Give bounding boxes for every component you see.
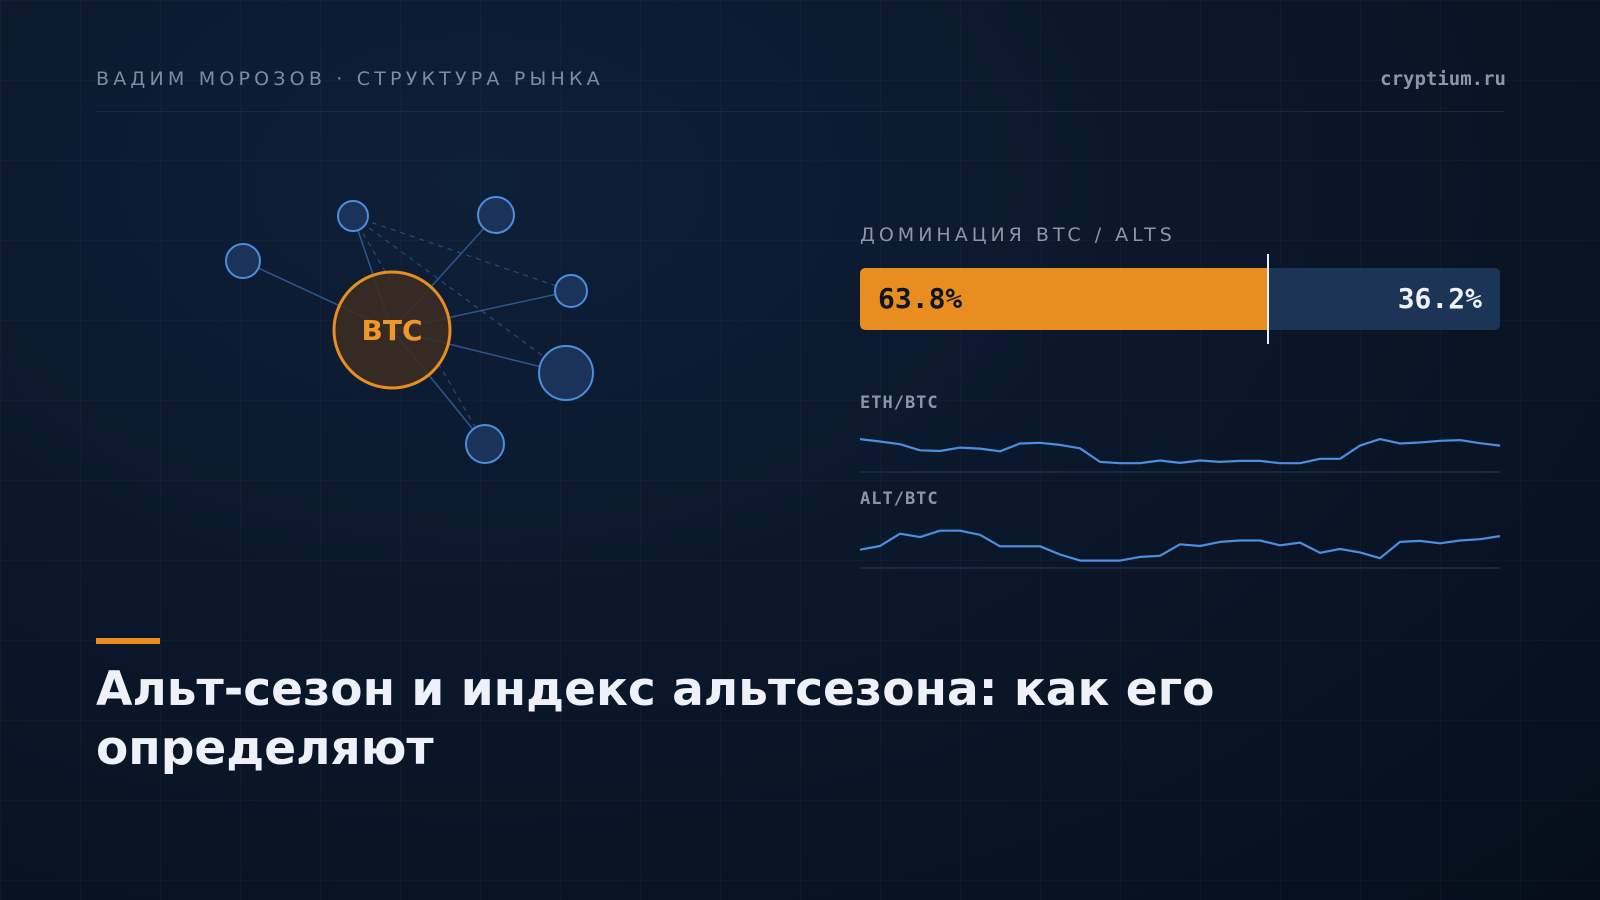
dominance-alts-value: 36.2%	[1397, 282, 1482, 315]
alt-node	[477, 196, 515, 234]
site-name[interactable]: cryptium.ru	[1380, 68, 1506, 90]
header-divider	[96, 111, 1504, 112]
network-link-dashed	[352, 215, 567, 374]
btc-node	[332, 270, 452, 390]
dominance-marker	[1267, 254, 1269, 344]
header-kicker: ВАДИМ МОРОЗОВ · СТРУКТУРА РЫНКА	[96, 68, 604, 90]
alt-node	[538, 345, 594, 401]
dominance-btc-value: 63.8%	[878, 282, 963, 315]
alt-node	[554, 274, 588, 308]
dominance-label: ДОМИНАЦИЯ BTC / ALTS	[860, 224, 1176, 246]
alt-node	[225, 243, 261, 279]
headline-title: Альт-сезон и индекс альтсезона: как его …	[96, 662, 1215, 776]
headline-accent	[96, 638, 160, 644]
network-nodes: BTC	[225, 196, 594, 464]
sparkline-eth-btc	[860, 438, 1500, 473]
alt-node	[337, 200, 369, 232]
sparkline-eth-btc-line	[860, 438, 1500, 465]
dominance-bar: 63.8% 36.2%	[860, 268, 1500, 330]
alt-node	[465, 424, 505, 464]
sparkline-label-alt-btc: ALT/BTC	[860, 489, 939, 509]
btc-network-diagram: BTC	[225, 196, 594, 464]
sparkline-label-eth-btc: ETH/BTC	[860, 393, 939, 413]
sparkline-alt-btc	[860, 529, 1500, 569]
sparkline-alt-btc-line	[860, 529, 1500, 562]
btc-node-label: BTC	[362, 314, 423, 347]
network-link-dashed	[352, 215, 572, 292]
dominance-btc-segment	[860, 268, 1268, 330]
